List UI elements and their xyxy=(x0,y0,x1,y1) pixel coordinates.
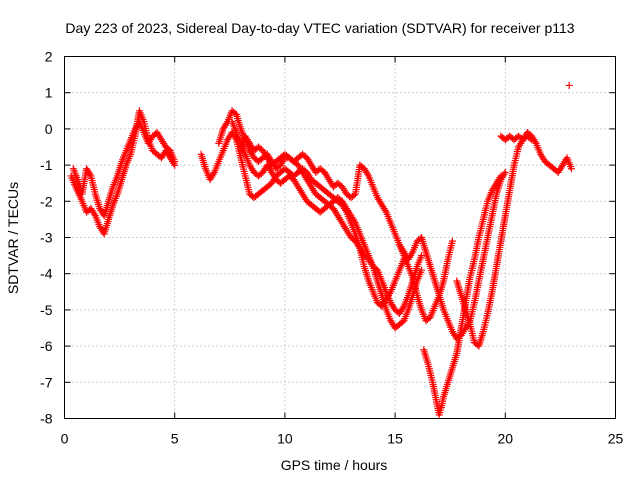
x-tick-label: 25 xyxy=(608,431,624,447)
y-tick-label: -5 xyxy=(40,302,53,318)
y-axis-ticks: -8 -7 -6 -5 -4 -3 -2 -1 0 1 2 xyxy=(40,49,616,427)
series-sdtvar-track-a xyxy=(67,107,179,238)
chart-title: Day 223 of 2023, Sidereal Day-to-day VTE… xyxy=(65,20,574,36)
data-point xyxy=(501,168,509,176)
y-tick-label: 1 xyxy=(45,85,53,101)
y-tick-label: 0 xyxy=(45,121,53,137)
y-tick-label: 2 xyxy=(45,49,53,65)
y-tick-label: -4 xyxy=(40,266,53,282)
y-axis-label: SDTVAR / TECUs xyxy=(5,182,21,294)
x-tick-label: 20 xyxy=(498,431,514,447)
data-point xyxy=(565,81,573,89)
y-tick-label: -7 xyxy=(40,374,53,390)
x-tick-label: 10 xyxy=(277,431,293,447)
plot-frame xyxy=(64,56,616,419)
x-axis-label: GPS time / hours xyxy=(281,457,388,473)
x-tick-label: 15 xyxy=(387,431,403,447)
series-sdtvar-track-j xyxy=(497,129,575,176)
series-sdtvar-track-b xyxy=(69,118,179,220)
data-point xyxy=(497,172,505,180)
series-sdtvar-track-g xyxy=(396,237,456,325)
data-point xyxy=(567,165,575,173)
x-tick-label: 5 xyxy=(171,431,179,447)
x-axis-ticks: 0 5 10 15 20 25 xyxy=(61,56,624,447)
y-tick-label: -8 xyxy=(40,411,53,427)
data-points xyxy=(67,81,575,419)
series-sdtvar-track-h xyxy=(420,172,505,419)
data-point xyxy=(448,237,456,245)
y-tick-label: -3 xyxy=(40,230,53,246)
x-tick-label: 0 xyxy=(61,431,69,447)
series-sdtvar-outlier xyxy=(565,81,573,89)
y-tick-label: -1 xyxy=(40,157,53,173)
data-point xyxy=(171,157,179,165)
y-tick-label: -2 xyxy=(40,193,53,209)
series-sdtvar-track-e xyxy=(228,118,426,318)
grid xyxy=(64,56,616,419)
y-tick-label: -6 xyxy=(40,338,53,354)
